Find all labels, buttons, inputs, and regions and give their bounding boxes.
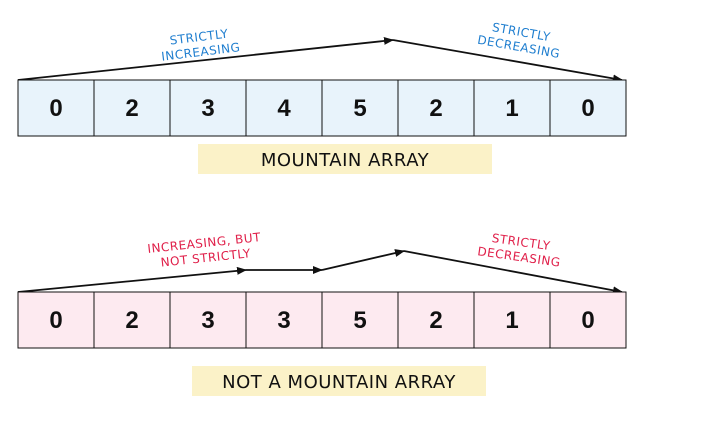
array-cell bbox=[473, 291, 551, 349]
array-cell bbox=[169, 79, 247, 137]
mountain-example: STRICTLY INCREASING STRICTLY DECREASING … bbox=[17, 20, 627, 174]
array-cell-value: 5 bbox=[353, 95, 366, 122]
not-mountain-caption-box bbox=[192, 366, 486, 396]
array-cell-value: 2 bbox=[429, 95, 442, 122]
array-cell-value: 2 bbox=[125, 307, 138, 334]
array-cell-value: 0 bbox=[49, 307, 62, 334]
not-mountain-caption: NOT A MOUNTAIN ARRAY bbox=[222, 372, 456, 393]
array-cell-value: 2 bbox=[125, 95, 138, 122]
array-cell-value: 1 bbox=[505, 95, 518, 122]
array-cell-value: 0 bbox=[581, 95, 594, 122]
not-mountain-increasing-arrow-1 bbox=[17, 266, 247, 293]
not-mountain-decreasing-arrow bbox=[403, 250, 623, 295]
array-cell-value: 0 bbox=[49, 95, 62, 122]
array-cell bbox=[549, 79, 627, 137]
not-mountain-up-label: INCREASING, BUT NOT STRICTLY bbox=[147, 230, 262, 270]
mountain-caption-box bbox=[198, 144, 492, 174]
mountain-array: 0 2 3 4 5 2 1 0 bbox=[17, 79, 627, 137]
array-cell bbox=[397, 291, 475, 349]
array-cell-value: 5 bbox=[353, 307, 366, 334]
array-cell bbox=[321, 79, 399, 137]
not-mountain-example: INCREASING, BUT NOT STRICTLY STRICTLY DE… bbox=[17, 230, 627, 396]
array-cell bbox=[17, 79, 95, 137]
not-mountain-increasing-arrow-2 bbox=[321, 249, 405, 271]
mountain-down-label: STRICTLY DECREASING bbox=[476, 20, 561, 61]
array-cell-value: 2 bbox=[429, 307, 442, 334]
array-cell-value: 3 bbox=[277, 307, 290, 334]
array-cell-value: 4 bbox=[277, 95, 291, 122]
array-cell bbox=[549, 291, 627, 349]
array-cell bbox=[321, 291, 399, 349]
array-cell bbox=[245, 79, 323, 137]
mountain-decreasing-arrow bbox=[392, 39, 623, 83]
array-cell-value: 1 bbox=[505, 307, 518, 334]
array-cell-value: 3 bbox=[201, 95, 214, 122]
array-cell bbox=[17, 291, 95, 349]
array-cell-value: 3 bbox=[201, 307, 214, 334]
not-mountain-array: 0 2 3 3 5 2 1 0 bbox=[17, 291, 627, 349]
not-mountain-down-label: STRICTLY DECREASING bbox=[477, 231, 562, 270]
mountain-increasing-arrow bbox=[17, 36, 394, 81]
mountain-caption: MOUNTAIN ARRAY bbox=[261, 150, 430, 171]
array-cell-value: 0 bbox=[581, 307, 594, 334]
array-cell bbox=[93, 79, 171, 137]
